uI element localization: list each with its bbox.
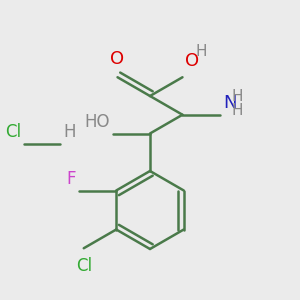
Text: O: O — [185, 52, 200, 70]
Text: Cl: Cl — [5, 123, 21, 141]
Text: H: H — [63, 123, 76, 141]
Text: N: N — [223, 94, 236, 112]
Text: H: H — [232, 103, 244, 118]
Text: Cl: Cl — [76, 257, 92, 275]
Text: H: H — [196, 44, 208, 59]
Text: F: F — [66, 169, 76, 188]
Text: O: O — [110, 50, 124, 68]
Text: H: H — [232, 89, 244, 104]
Text: HO: HO — [84, 112, 110, 130]
